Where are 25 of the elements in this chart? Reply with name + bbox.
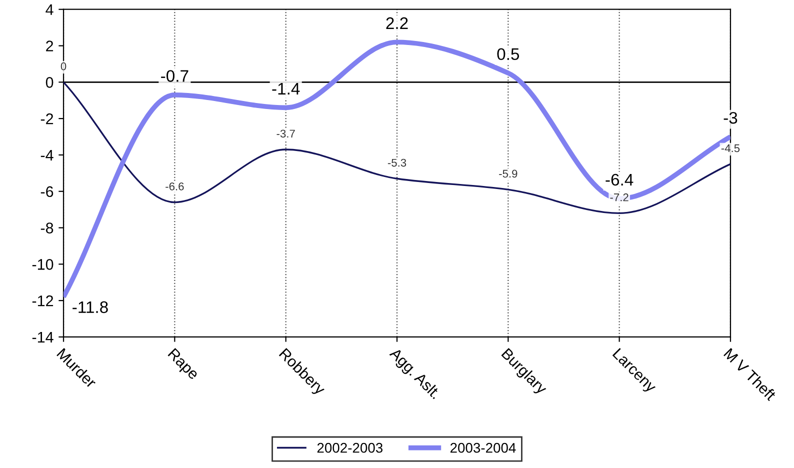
data-label: -1.4 xyxy=(272,82,300,94)
data-label: -3 xyxy=(724,112,738,124)
y-tick-label: 0 xyxy=(46,77,54,88)
data-label: -6.4 xyxy=(606,174,634,186)
y-tick-label: -4 xyxy=(40,150,54,160)
data-label: -3.7 xyxy=(276,130,295,138)
y-tick-label: -2 xyxy=(40,113,54,124)
data-label: -4.5 xyxy=(721,144,740,152)
data-label: -0.7 xyxy=(161,70,188,82)
data-label: -5.3 xyxy=(388,158,406,167)
legend-label: 2002-2003 xyxy=(317,442,383,453)
data-label: -11.8 xyxy=(72,301,108,314)
data-label: 0.5 xyxy=(497,48,520,60)
legend-label: 2003-2004 xyxy=(450,442,516,453)
data-label: 0 xyxy=(60,62,66,70)
y-tick-label: 4 xyxy=(46,4,54,15)
data-label: 2.2 xyxy=(386,17,408,29)
y-tick-label: -10 xyxy=(32,259,54,270)
data-label: -6.6 xyxy=(166,182,184,190)
y-tick-label: -6 xyxy=(40,186,54,198)
y-tick-label: 2 xyxy=(46,40,54,52)
data-label: -5.9 xyxy=(499,170,518,178)
y-tick-label: -8 xyxy=(40,222,54,234)
y-tick-label: -14 xyxy=(32,332,54,342)
y-tick-label: -12 xyxy=(32,295,54,306)
